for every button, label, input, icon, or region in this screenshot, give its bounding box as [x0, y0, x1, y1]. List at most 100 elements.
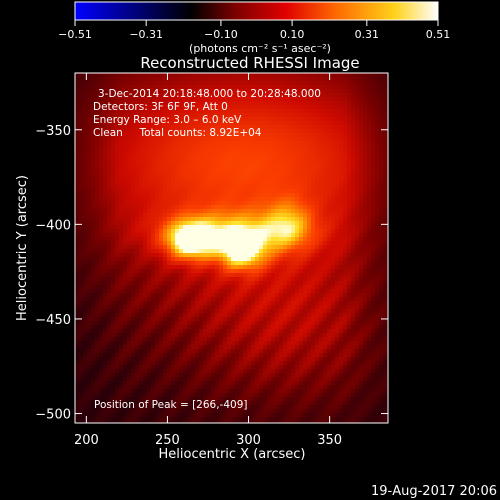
heatmap-cell	[291, 73, 296, 78]
heatmap-cell	[279, 129, 284, 134]
heatmap-cell	[351, 233, 356, 238]
heatmap-cell	[307, 217, 312, 222]
heatmap-cell	[135, 105, 140, 110]
heatmap-cell	[79, 321, 84, 326]
heatmap-cell	[231, 97, 236, 102]
heatmap-cell	[255, 233, 260, 238]
heatmap-cell	[135, 261, 140, 266]
heatmap-cell	[87, 309, 92, 314]
heatmap-cell	[179, 97, 184, 102]
heatmap-cell	[355, 249, 360, 254]
heatmap-cell	[351, 137, 356, 142]
heatmap-cell	[199, 205, 204, 210]
heatmap-cell	[195, 277, 200, 282]
heatmap-cell	[159, 269, 164, 274]
heatmap-cell	[247, 309, 252, 314]
heatmap-cell	[327, 117, 332, 122]
heatmap-cell	[263, 229, 268, 234]
heatmap-cell	[283, 285, 288, 290]
heatmap-cell	[155, 205, 160, 210]
heatmap-cell	[271, 237, 276, 242]
heatmap-cell	[155, 189, 160, 194]
heatmap-cell	[79, 97, 84, 102]
heatmap-cell	[335, 265, 340, 270]
heatmap-cell	[79, 293, 84, 298]
heatmap-cell	[203, 137, 208, 142]
heatmap-cell	[235, 157, 240, 162]
heatmap-cell	[191, 145, 196, 150]
heatmap-cell	[171, 189, 176, 194]
heatmap-cell	[107, 121, 112, 126]
heatmap-cell	[139, 281, 144, 286]
heatmap-cell	[167, 101, 172, 106]
heatmap-cell	[103, 297, 108, 302]
heatmap-cell	[291, 153, 296, 158]
heatmap-cell	[131, 317, 136, 322]
heatmap-cell	[307, 265, 312, 270]
heatmap-cell	[243, 165, 248, 170]
heatmap-cell	[303, 85, 308, 90]
heatmap-cell	[215, 281, 220, 286]
heatmap-cell	[379, 77, 384, 82]
heatmap-cell	[147, 221, 152, 226]
heatmap-cell	[179, 109, 184, 114]
heatmap-cell	[315, 257, 320, 262]
heatmap-cell	[115, 125, 120, 130]
heatmap-cell	[271, 173, 276, 178]
heatmap-cell	[139, 129, 144, 134]
heatmap-cell	[299, 173, 304, 178]
heatmap-cell	[223, 93, 228, 98]
heatmap-cell	[119, 309, 124, 314]
heatmap-cell	[335, 169, 340, 174]
heatmap-cell	[83, 189, 88, 194]
heatmap-cell	[223, 249, 228, 254]
heatmap-cell	[335, 185, 340, 190]
heatmap-cell	[283, 97, 288, 102]
heatmap-cell	[159, 141, 164, 146]
heatmap-cell	[263, 273, 268, 278]
heatmap-cell	[111, 73, 116, 78]
heatmap-cell	[371, 245, 376, 250]
heatmap-cell	[199, 161, 204, 166]
heatmap-cell	[251, 285, 256, 290]
heatmap-cell	[99, 277, 104, 282]
heatmap-cell	[367, 185, 372, 190]
heatmap-cell	[323, 293, 328, 298]
heatmap-cell	[347, 129, 352, 134]
heatmap-cell	[235, 137, 240, 142]
heatmap-cell	[331, 309, 336, 314]
heatmap-cell	[263, 133, 268, 138]
heatmap-cell	[379, 173, 384, 178]
heatmap-cell	[99, 245, 104, 250]
heatmap-cell	[323, 233, 328, 238]
heatmap-cell	[327, 145, 332, 150]
heatmap-cell	[283, 257, 288, 262]
heatmap-cell	[215, 137, 220, 142]
heatmap-cell	[203, 297, 208, 302]
heatmap-cell	[339, 221, 344, 226]
heatmap-cell	[163, 129, 168, 134]
heatmap-cell	[219, 153, 224, 158]
heatmap-cell	[139, 173, 144, 178]
heatmap-cell	[183, 309, 188, 314]
heatmap-cell	[107, 213, 112, 218]
heatmap-cell	[207, 85, 212, 90]
heatmap-cell	[343, 85, 348, 90]
heatmap-cell	[127, 241, 132, 246]
heatmap-cell	[303, 133, 308, 138]
heatmap-cell	[131, 321, 136, 326]
heatmap-cell	[99, 129, 104, 134]
heatmap-cell	[307, 237, 312, 242]
heatmap-cell	[107, 297, 112, 302]
heatmap-cell	[247, 189, 252, 194]
heatmap-cell	[279, 157, 284, 162]
heatmap-cell	[235, 217, 240, 222]
heatmap-cell	[255, 321, 260, 326]
heatmap-cell	[115, 205, 120, 210]
heatmap-cell	[99, 205, 104, 210]
heatmap-cell	[299, 113, 304, 118]
heatmap-cell	[379, 281, 384, 286]
heatmap-cell	[135, 241, 140, 246]
heatmap-cell	[303, 313, 308, 318]
heatmap-cell	[207, 249, 212, 254]
